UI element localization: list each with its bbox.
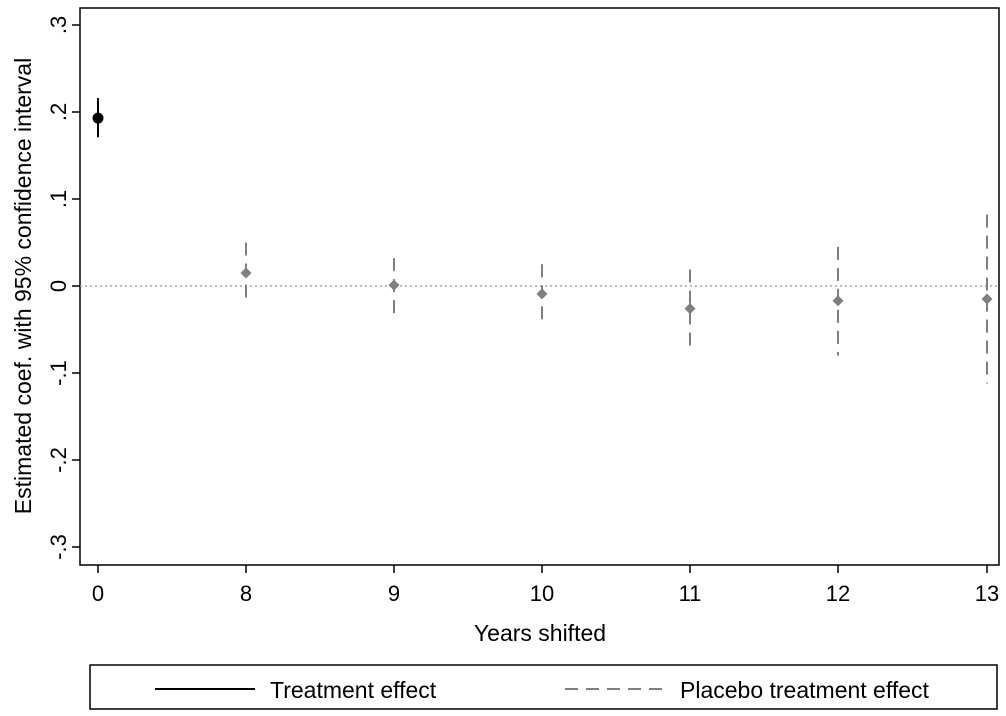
y-axis-ticks: .3 .2 .1 0 -.1 -.2 -.3 [46, 16, 80, 560]
x-tick-label: 9 [388, 581, 400, 606]
x-tick-label: 11 [679, 581, 702, 606]
point-estimate [240, 267, 252, 279]
y-tick-label: 0 [46, 280, 71, 292]
x-tick-label: 8 [240, 581, 252, 606]
point-estimate [832, 295, 844, 307]
legend-frame [89, 664, 998, 710]
x-tick-label: 13 [975, 581, 999, 606]
y-tick-label: -.1 [46, 360, 71, 386]
point-estimate [981, 293, 993, 305]
point-estimate [92, 112, 104, 124]
point-estimate [388, 279, 400, 291]
y-tick-label: .3 [46, 16, 71, 34]
y-tick-label: -.2 [46, 447, 71, 473]
point-estimate [536, 288, 548, 300]
y-tick-label: .1 [46, 190, 71, 208]
y-tick-label: .2 [46, 103, 71, 121]
x-tick-label: 12 [826, 581, 850, 606]
data-marks [92, 98, 993, 384]
y-axis-title: Estimated coef. with 95% confidence inte… [10, 58, 36, 514]
legend: Treatment effect Placebo treatment effec… [89, 664, 998, 710]
x-tick-label: 10 [530, 581, 554, 606]
y-tick-label: -.3 [46, 534, 71, 560]
x-axis-title: Years shifted [474, 620, 606, 646]
x-axis-ticks: 0 8 9 10 11 12 13 [92, 565, 999, 606]
x-tick-label: 0 [92, 581, 104, 606]
legend-label-placebo: Placebo treatment effect [680, 677, 929, 703]
legend-label-treatment: Treatment effect [270, 677, 437, 703]
point-estimate [684, 303, 696, 315]
